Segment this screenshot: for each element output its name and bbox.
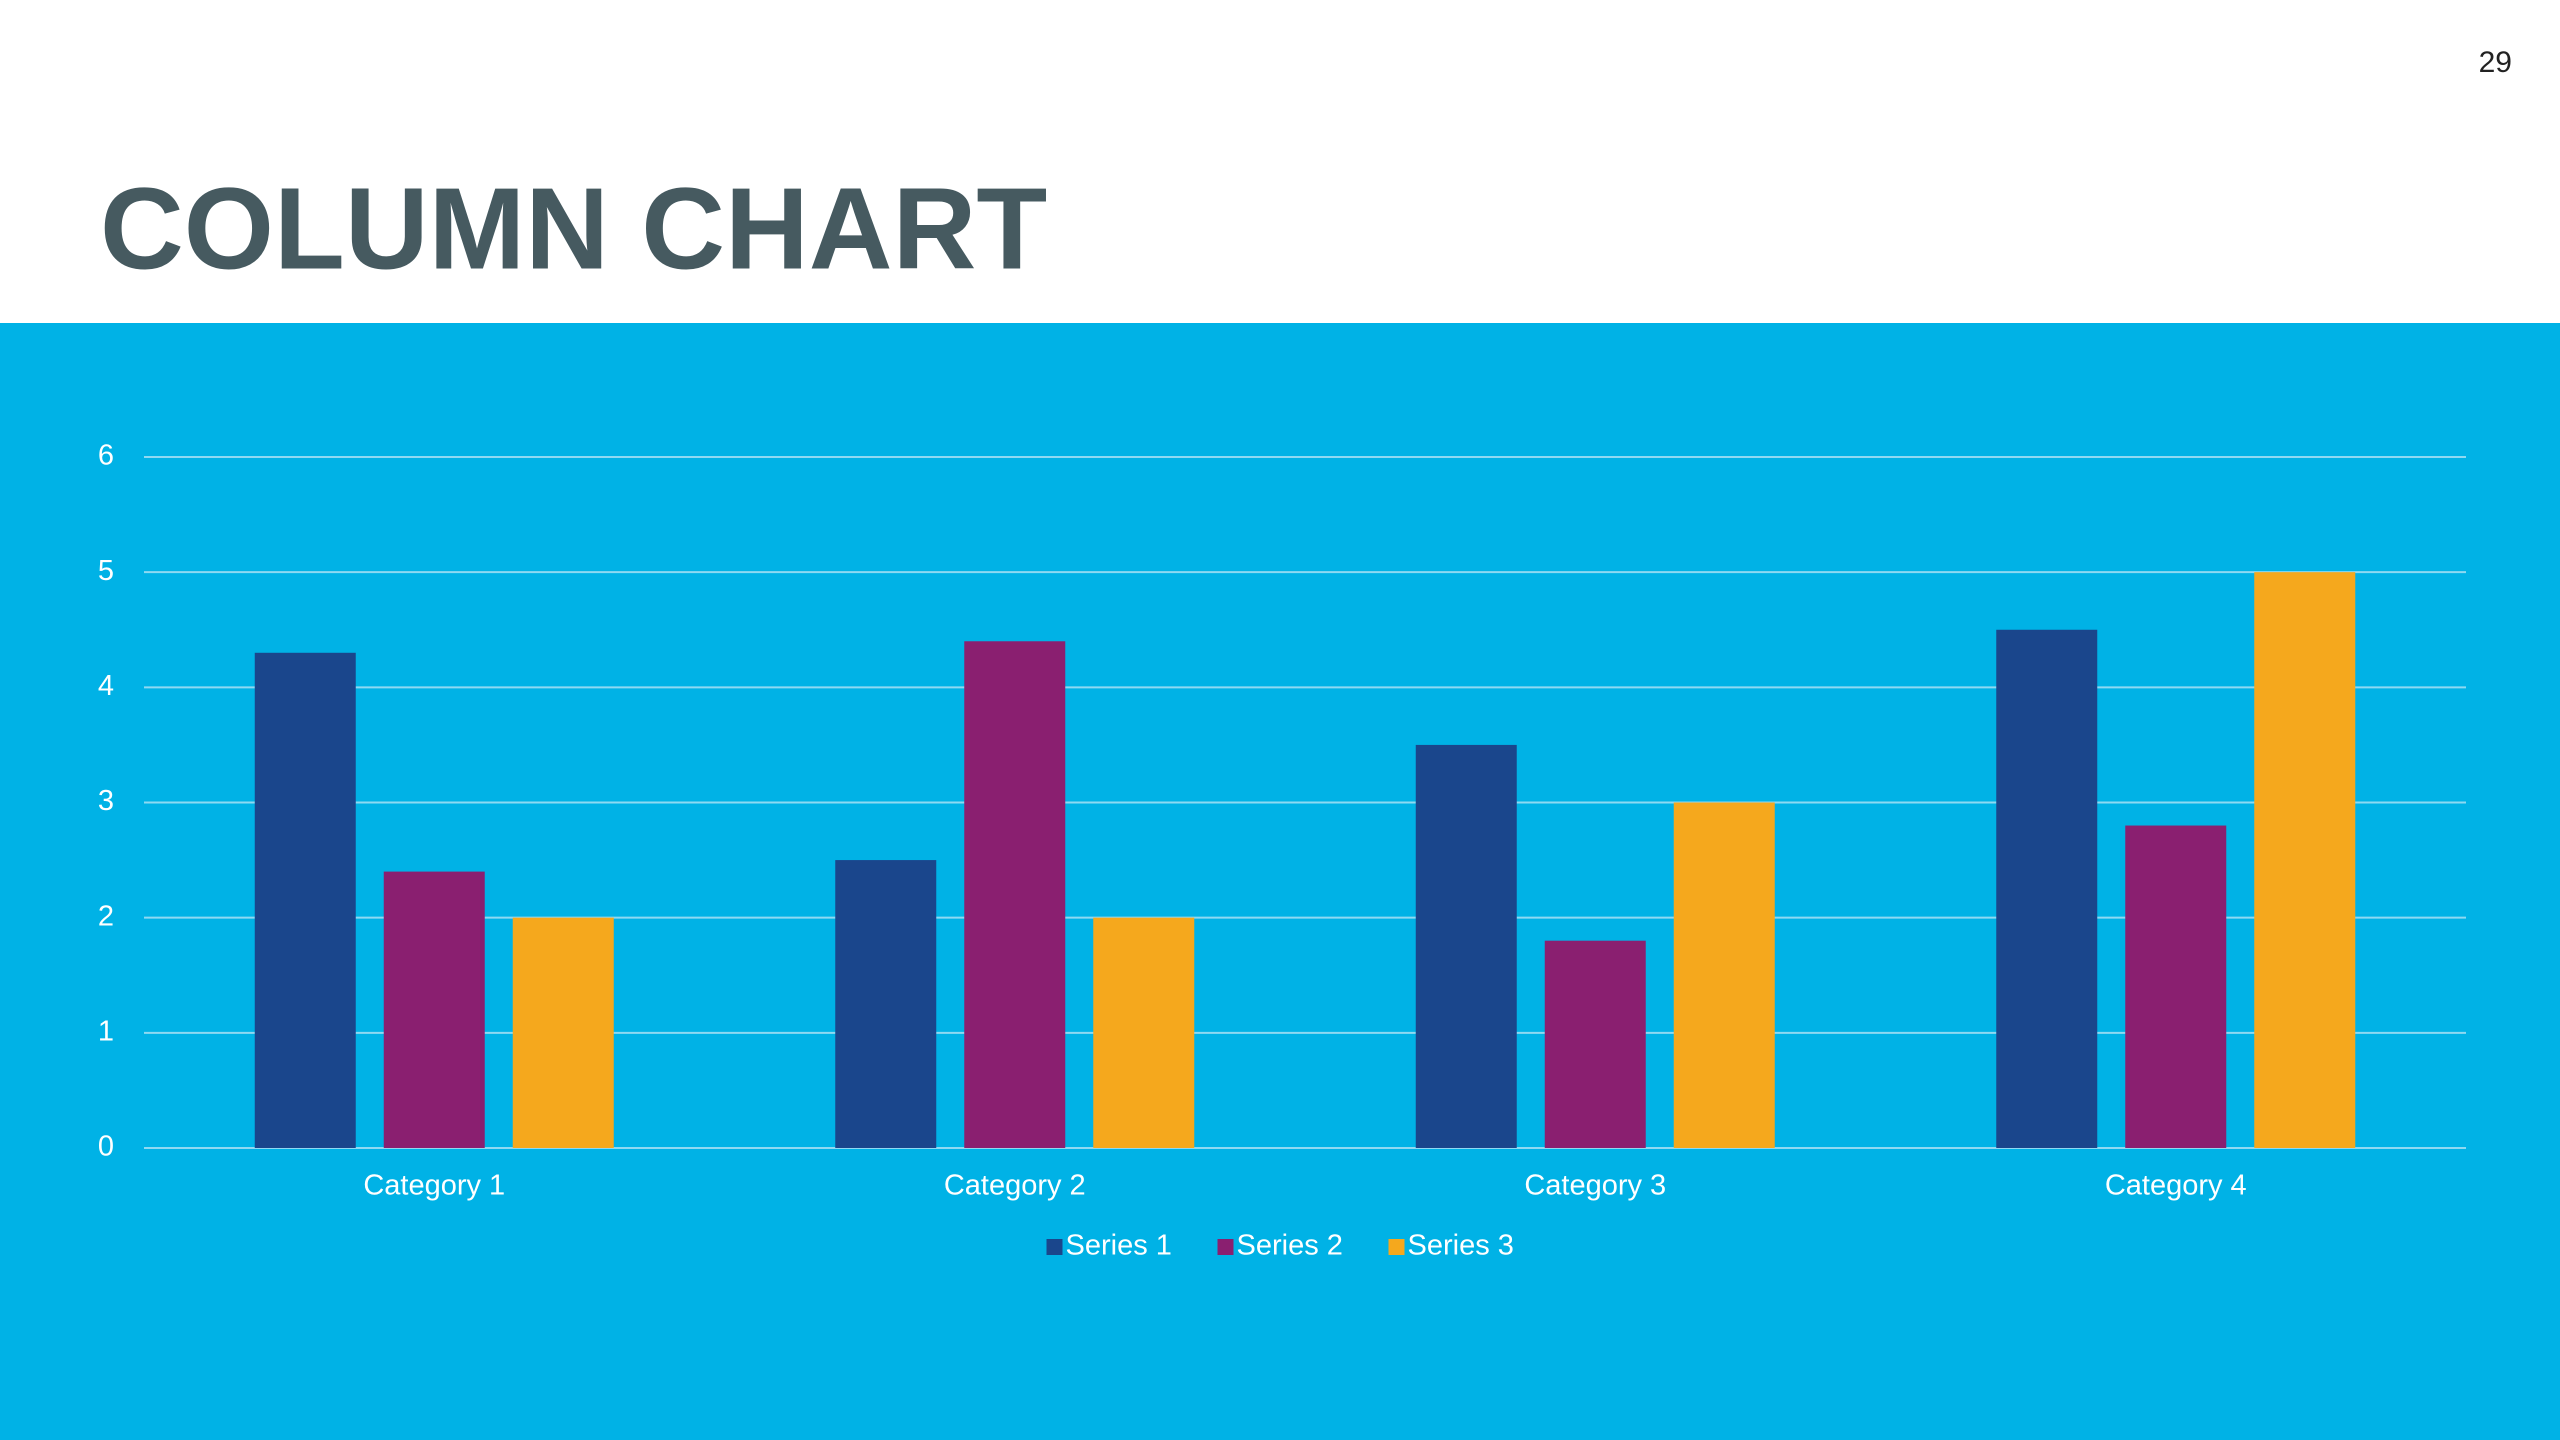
x-tick-label: Category 3 bbox=[1524, 1170, 1666, 1202]
header-bg bbox=[0, 0, 2560, 323]
page-number: 29 bbox=[2479, 46, 2512, 79]
y-tick-label: 3 bbox=[98, 785, 114, 817]
bar bbox=[1544, 940, 1646, 1148]
chart-title: COLUMN CHART bbox=[100, 164, 1047, 294]
x-tick-label: Category 4 bbox=[2105, 1170, 2247, 1202]
legend-swatch bbox=[1046, 1239, 1063, 1255]
bar bbox=[1093, 917, 1195, 1148]
bar bbox=[512, 917, 614, 1148]
bar bbox=[1415, 744, 1517, 1148]
x-tick-label: Category 1 bbox=[363, 1170, 505, 1202]
y-tick-label: 6 bbox=[98, 440, 114, 472]
legend-label: Series 3 bbox=[1408, 1230, 1514, 1262]
y-tick-label: 2 bbox=[98, 900, 114, 932]
y-tick-label: 0 bbox=[98, 1131, 114, 1163]
legend-label: Series 2 bbox=[1237, 1230, 1343, 1262]
x-tick-label: Category 2 bbox=[944, 1170, 1086, 1202]
bar bbox=[1673, 802, 1775, 1148]
bar bbox=[2125, 825, 2227, 1148]
bar bbox=[2254, 572, 2356, 1148]
bar bbox=[964, 641, 1066, 1148]
legend-swatch bbox=[1217, 1239, 1234, 1255]
bar bbox=[254, 652, 356, 1148]
y-tick-label: 1 bbox=[98, 1015, 114, 1047]
legend-label: Series 1 bbox=[1066, 1230, 1172, 1262]
bar bbox=[383, 871, 485, 1148]
bar bbox=[835, 860, 937, 1148]
y-tick-label: 4 bbox=[98, 670, 114, 702]
legend-swatch bbox=[1388, 1239, 1405, 1255]
y-tick-label: 5 bbox=[98, 555, 114, 587]
bar bbox=[1996, 629, 2098, 1148]
